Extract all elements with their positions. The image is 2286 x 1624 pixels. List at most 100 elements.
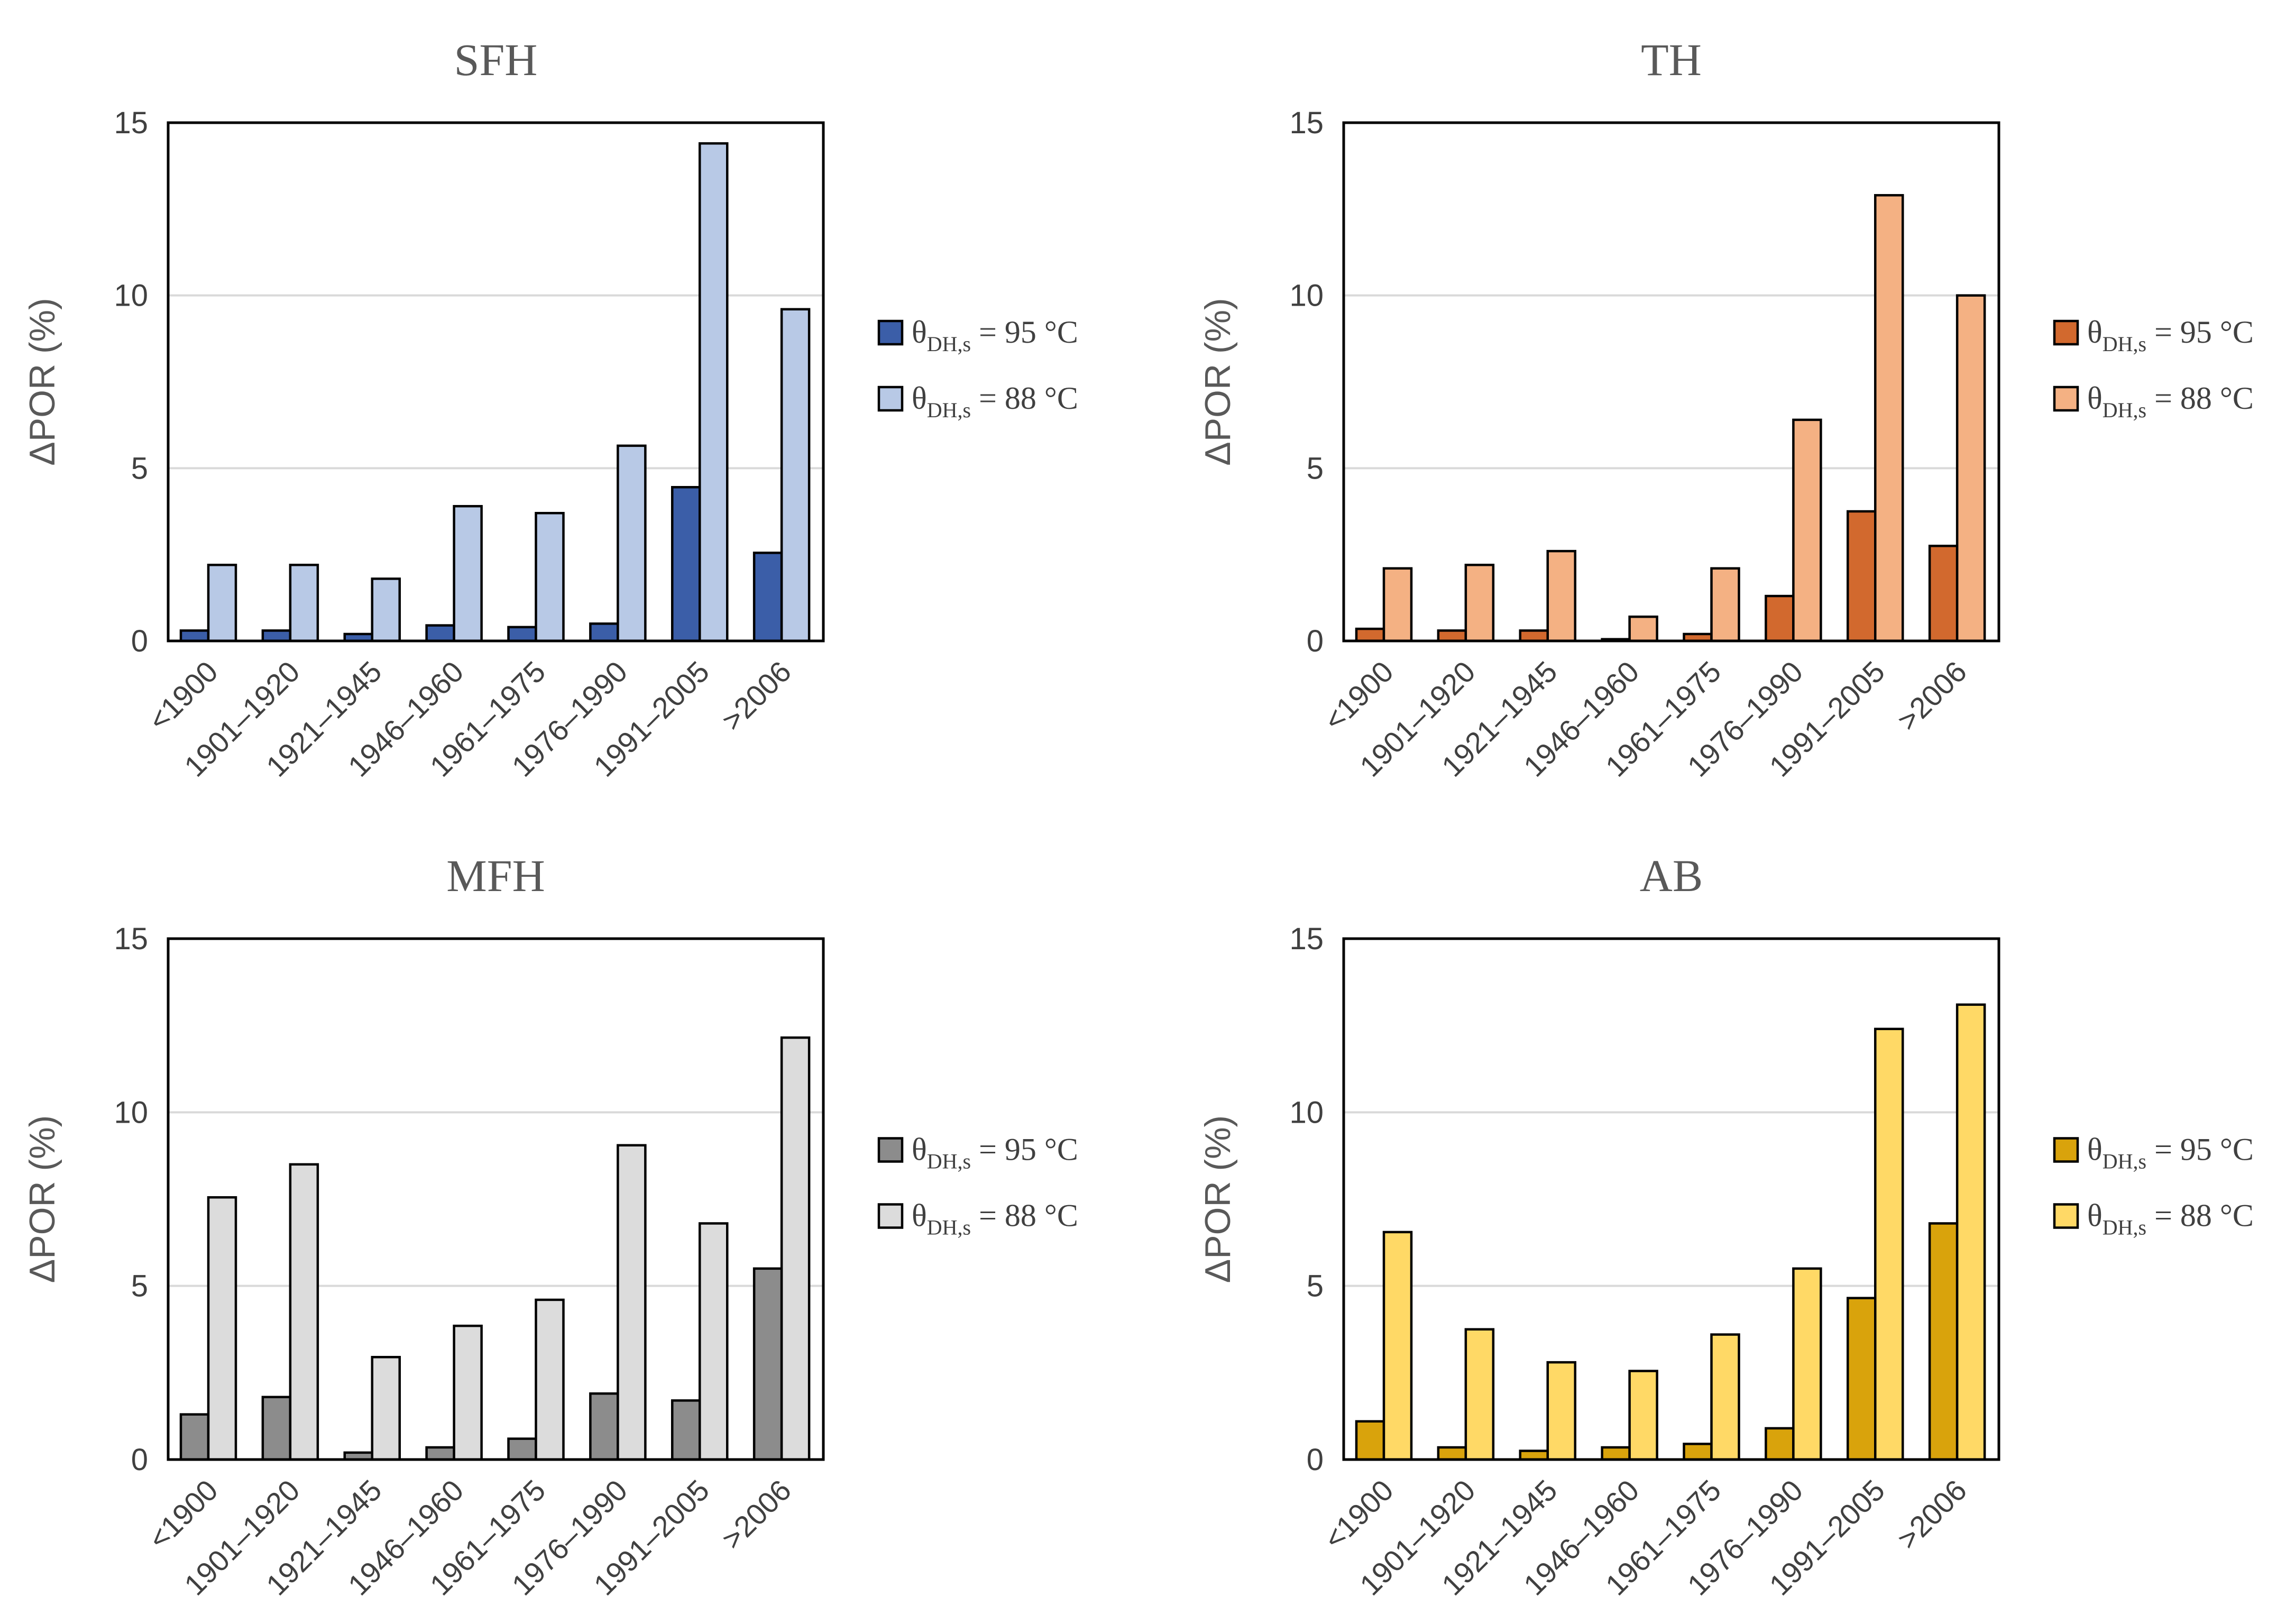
y-axis-label: ΔPOR (%) <box>1198 298 1238 465</box>
y-tick-label: 10 <box>1289 1095 1324 1130</box>
bar-mfh-s2-1 <box>289 1163 319 1461</box>
bar-mfh-s2-4 <box>535 1298 565 1461</box>
bar-mfh-s1-6 <box>671 1399 701 1461</box>
bar-mfh-s2-7 <box>780 1036 811 1461</box>
bar-sfh-s2-4 <box>535 512 565 643</box>
bar-sfh-s1-0 <box>179 629 210 643</box>
bar-mfh-s2-3 <box>453 1324 483 1461</box>
x-tick-label: >2006 <box>715 1473 797 1556</box>
plot-frame <box>167 121 825 643</box>
y-tick-label: 10 <box>114 279 148 313</box>
bar-th-s2-5 <box>1792 418 1822 643</box>
bar-th-s2-6 <box>1874 194 1904 643</box>
bar-ab-s2-5 <box>1792 1267 1822 1461</box>
bar-ab-s1-6 <box>1847 1297 1877 1461</box>
chart-title: AB <box>1640 850 1703 901</box>
legend-label-2: θDH,s = 88 °C <box>912 1198 1078 1240</box>
chart-title: SFH <box>454 34 538 85</box>
legend-symbol: θ <box>2087 1198 2103 1233</box>
bar-th-s1-1 <box>1437 629 1467 643</box>
legend-symbol: θ <box>912 315 927 350</box>
bar-mfh-s2-0 <box>207 1196 237 1461</box>
plot-frame <box>167 937 825 1461</box>
bar-ab-s2-7 <box>1956 1003 1986 1461</box>
legend-swatch-2 <box>877 1203 904 1229</box>
bar-ab-s1-1 <box>1437 1446 1467 1461</box>
bar-ab-s2-6 <box>1874 1027 1904 1461</box>
y-tick-label: 5 <box>131 451 148 485</box>
y-tick-label: 15 <box>114 106 148 140</box>
y-tick-label: 15 <box>1289 106 1324 140</box>
bar-th-s1-2 <box>1519 629 1549 643</box>
legend-subscript: DH,s <box>927 332 971 356</box>
bar-th-s2-2 <box>1546 549 1576 643</box>
bar-sfh-s1-6 <box>671 486 701 643</box>
legend-label-1: θDH,s = 95 °C <box>912 1132 1078 1173</box>
bar-mfh-s1-7 <box>752 1267 783 1461</box>
legend-symbol: θ <box>2087 1132 2103 1167</box>
legend-subscript: DH,s <box>927 1216 971 1240</box>
y-tick-label: 5 <box>131 1269 148 1304</box>
plot-frame <box>1342 937 2000 1461</box>
bar-sfh-s1-5 <box>589 622 619 643</box>
bar-mfh-s2-2 <box>371 1356 401 1461</box>
legend-subscript: DH,s <box>2103 1216 2146 1240</box>
bar-th-s1-5 <box>1765 594 1795 643</box>
chart-title: MFH <box>446 850 545 901</box>
bar-th-s1-7 <box>1928 545 1959 643</box>
y-tick-label: 0 <box>1307 1443 1324 1477</box>
legend-value: = 95 °C <box>971 1132 1078 1167</box>
bar-mfh-s2-6 <box>699 1222 729 1461</box>
bar-sfh-s2-1 <box>289 564 319 643</box>
y-tick-label: 15 <box>1289 922 1324 956</box>
bar-th-s1-6 <box>1847 510 1877 643</box>
legend-subscript: DH,s <box>927 1150 971 1173</box>
legend-symbol: θ <box>912 1198 927 1233</box>
bar-th-s2-1 <box>1464 564 1495 643</box>
bar-mfh-s1-3 <box>425 1446 455 1461</box>
bar-mfh-s1-4 <box>507 1437 537 1461</box>
bar-mfh-s1-1 <box>261 1396 292 1461</box>
bar-sfh-s1-7 <box>752 552 783 643</box>
bar-ab-s2-3 <box>1628 1370 1658 1461</box>
legend-swatch-1 <box>877 1137 904 1163</box>
y-axis-label: ΔPOR (%) <box>22 1115 62 1283</box>
bar-ab-s2-0 <box>1382 1231 1413 1461</box>
y-axis-label: ΔPOR (%) <box>1198 1115 1238 1283</box>
legend-value: = 95 °C <box>2146 315 2254 350</box>
legend-value: = 95 °C <box>971 315 1078 350</box>
bar-ab-s2-2 <box>1546 1361 1576 1461</box>
legend-value: = 88 °C <box>2146 381 2254 416</box>
legend-label-2: θDH,s = 88 °C <box>912 381 1078 422</box>
legend-symbol: θ <box>2087 315 2103 350</box>
legend-value: = 88 °C <box>971 1198 1078 1233</box>
bar-sfh-s2-3 <box>453 504 483 643</box>
legend-value: = 88 °C <box>2146 1198 2254 1233</box>
bar-ab-s1-7 <box>1928 1222 1959 1461</box>
legend-subscript: DH,s <box>2103 1150 2146 1173</box>
legend-symbol: θ <box>2087 381 2103 416</box>
legend-value: = 88 °C <box>971 381 1078 416</box>
legend-label-2: θDH,s = 88 °C <box>2087 1198 2254 1240</box>
legend-subscript: DH,s <box>927 398 971 422</box>
y-tick-label: 5 <box>1307 451 1324 485</box>
y-tick-label: 10 <box>114 1095 148 1130</box>
legend-swatch-2 <box>877 386 904 412</box>
y-tick-label: 0 <box>131 624 148 658</box>
y-tick-label: 0 <box>1307 624 1324 658</box>
legend-subscript: DH,s <box>2103 398 2146 422</box>
y-tick-label: 0 <box>131 1443 148 1477</box>
x-tick-label: >2006 <box>715 655 797 737</box>
plot-frame <box>1342 121 2000 643</box>
x-tick-label: >2006 <box>1890 655 1973 737</box>
bar-ab-s2-4 <box>1710 1333 1740 1461</box>
bar-sfh-s2-5 <box>617 444 647 643</box>
legend-swatch-2 <box>2053 1203 2079 1229</box>
legend-swatch-1 <box>2053 319 2079 346</box>
bar-mfh-s1-0 <box>179 1413 210 1461</box>
